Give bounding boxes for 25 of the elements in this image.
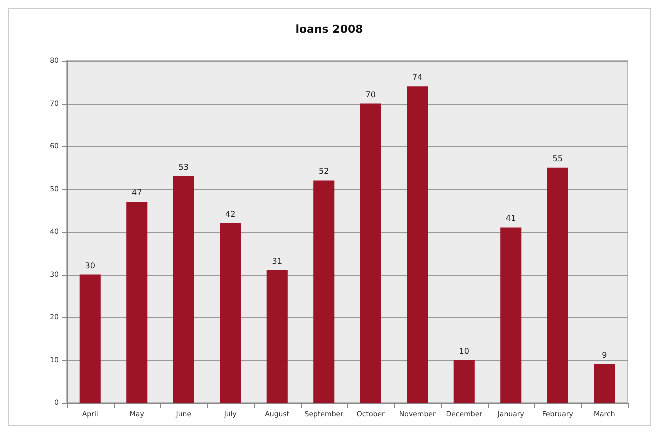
data-label: 55	[552, 154, 563, 164]
bar	[594, 364, 616, 403]
data-label: 42	[226, 210, 236, 219]
data-label: 74	[412, 73, 423, 82]
bar	[454, 360, 475, 403]
bar	[220, 223, 242, 403]
chart-title: loans 2008	[296, 23, 364, 36]
data-label: 41	[506, 214, 516, 224]
bar	[80, 274, 101, 403]
data-label: 70	[366, 90, 376, 100]
data-label: 31	[272, 256, 282, 266]
data-label: 10	[459, 346, 470, 356]
bar	[314, 180, 335, 403]
bar	[500, 228, 522, 403]
bar	[547, 168, 568, 403]
bar	[126, 202, 148, 403]
bar	[173, 176, 194, 403]
data-label: 52	[319, 167, 330, 176]
bar	[407, 86, 428, 403]
data-label: 9	[602, 351, 608, 360]
data-label: 30	[85, 261, 96, 270]
data-label: 47	[132, 188, 142, 198]
data-label: 53	[178, 162, 189, 172]
bar	[266, 270, 288, 403]
bar	[360, 104, 382, 403]
